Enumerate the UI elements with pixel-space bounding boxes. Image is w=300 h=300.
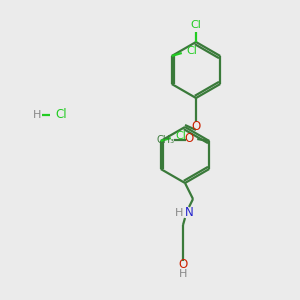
Text: Cl: Cl xyxy=(190,20,201,30)
Text: O: O xyxy=(178,259,188,272)
Text: O: O xyxy=(191,119,201,133)
Text: Cl: Cl xyxy=(55,109,67,122)
Text: H: H xyxy=(175,208,183,218)
Text: N: N xyxy=(184,206,194,220)
Text: Cl: Cl xyxy=(186,46,197,56)
Text: CH₃: CH₃ xyxy=(156,135,174,145)
Text: Cl: Cl xyxy=(175,131,186,141)
Text: H: H xyxy=(33,110,41,120)
Text: H: H xyxy=(179,269,187,279)
Text: O: O xyxy=(184,131,194,145)
